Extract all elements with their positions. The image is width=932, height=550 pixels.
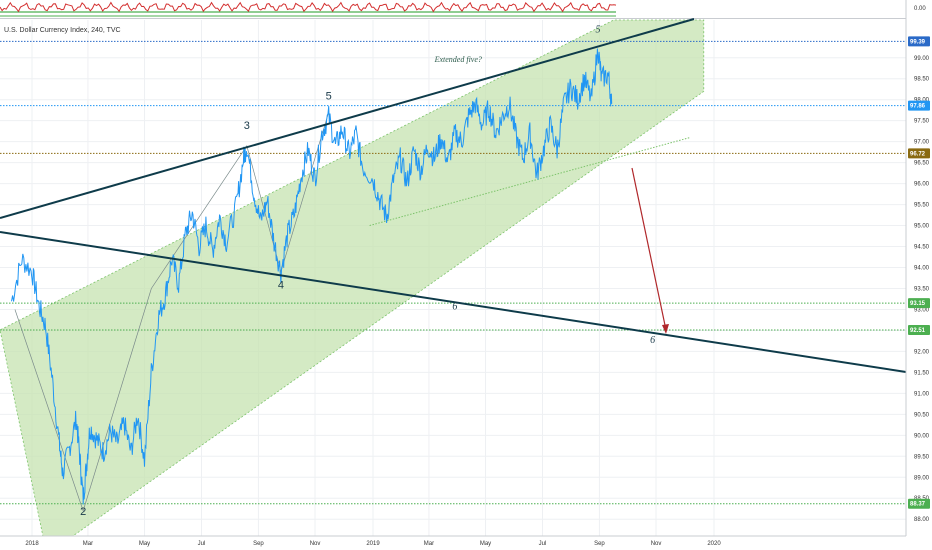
- oscillator-line: [0, 1, 617, 13]
- price-badge-label: 93.15: [910, 301, 926, 307]
- price-badge: [908, 148, 930, 159]
- y-tick-label: 93.00: [914, 307, 930, 313]
- price-badge-label: 96.72: [910, 151, 926, 157]
- y-tick-label: 97.00: [914, 140, 930, 146]
- wave-label: 4: [278, 279, 284, 291]
- target-arrow-head: [662, 324, 669, 334]
- price-badge-label: 99.39: [910, 39, 926, 45]
- x-tick-label: Nov: [651, 541, 662, 547]
- price-badge-label: 88.37: [910, 502, 926, 508]
- wave-count-path: [14, 112, 330, 512]
- y-tick-label: 98.50: [914, 77, 930, 83]
- y-tick-label: 90.00: [914, 433, 930, 439]
- x-tick-label: Jul: [539, 541, 547, 547]
- price-axis-panel: [906, 0, 932, 550]
- y-tick-label: 92.00: [914, 349, 930, 355]
- y-tick-label: 99.00: [914, 56, 930, 62]
- x-tick-label: Mar: [83, 541, 93, 547]
- x-tick-label: Mar: [424, 541, 434, 547]
- oscillator-axis-label: 0.00: [914, 6, 926, 12]
- price-series-line: [11, 48, 613, 505]
- annotation-text: Extended five?: [434, 55, 482, 64]
- target-arrow-shaft: [631, 167, 667, 331]
- wave-label: 6: [452, 301, 457, 312]
- x-tick-label: Nov: [310, 541, 321, 547]
- y-tick-label: 91.00: [914, 391, 930, 397]
- x-tick-label: May: [139, 541, 150, 547]
- x-tick-label: May: [480, 541, 491, 547]
- x-tick-label: 2018: [25, 541, 39, 547]
- x-tick-label: 2020: [707, 541, 721, 547]
- x-tick-label: Jul: [198, 541, 206, 547]
- y-tick-label: 94.50: [914, 245, 930, 251]
- y-tick-label: 90.50: [914, 412, 930, 418]
- price-badge: [908, 498, 930, 509]
- price-badge-label: 92.51: [910, 328, 926, 334]
- y-tick-label: 95.00: [914, 224, 930, 230]
- y-tick-label: 96.00: [914, 182, 930, 188]
- time-axis-panel: [0, 536, 932, 550]
- wave-label: 5: [596, 25, 601, 36]
- y-tick-label: 88.00: [914, 517, 930, 523]
- x-tick-label: Sep: [594, 541, 605, 547]
- price-badge: [908, 325, 930, 336]
- x-tick-label: 2019: [366, 541, 380, 547]
- upper-trendline: [0, 18, 695, 219]
- wave-label: 2: [80, 506, 86, 518]
- y-tick-label: 91.50: [914, 370, 930, 376]
- y-tick-label: 97.50: [914, 119, 930, 125]
- y-tick-label: 93.50: [914, 286, 930, 292]
- y-tick-label: 95.50: [914, 203, 930, 209]
- price-badge-label: 97.86: [910, 104, 926, 110]
- y-tick-label: 89.50: [914, 454, 930, 460]
- price-badge: [908, 100, 930, 111]
- descending-trendline: [0, 231, 907, 373]
- y-tick-label: 89.00: [914, 475, 930, 481]
- price-badge: [908, 298, 930, 309]
- symbol-title: U.S. Dollar Currency Index, 240, TVC: [4, 27, 121, 34]
- x-tick-label: Sep: [253, 541, 264, 547]
- y-tick-label: 96.50: [914, 161, 930, 167]
- wave-label: 3: [244, 120, 250, 132]
- wave-label: 6: [650, 335, 655, 346]
- y-tick-label: 94.00: [914, 266, 930, 272]
- dotted-support-line: [369, 136, 691, 227]
- price-badge: [908, 36, 930, 47]
- wave-label: 5: [326, 91, 332, 103]
